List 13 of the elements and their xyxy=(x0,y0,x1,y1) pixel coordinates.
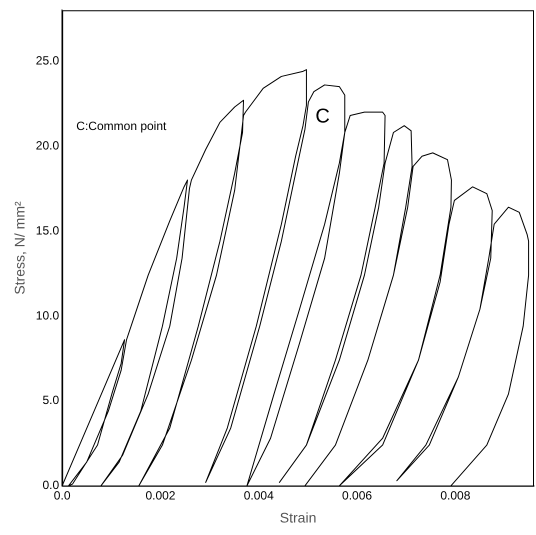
annotation: C:Common point xyxy=(76,119,168,134)
y-tick-label: 25.0 xyxy=(36,53,60,68)
y-axis-title: Stress, N/ mm² xyxy=(11,201,28,295)
y-tick-label: 20.0 xyxy=(36,138,60,152)
x-tick-label: 0.002 xyxy=(145,488,176,502)
annotation: C xyxy=(315,106,330,128)
x-tick-label: 0.008 xyxy=(440,488,471,502)
x-axis-title: Strain xyxy=(280,509,316,526)
x-tick-label: 0.006 xyxy=(342,488,372,502)
x-tick-label: 0.004 xyxy=(244,488,274,502)
y-tick-label: 5.0 xyxy=(42,393,60,408)
y-tick-label: 10.0 xyxy=(36,308,60,322)
y-tick-label: 15.0 xyxy=(36,223,60,238)
